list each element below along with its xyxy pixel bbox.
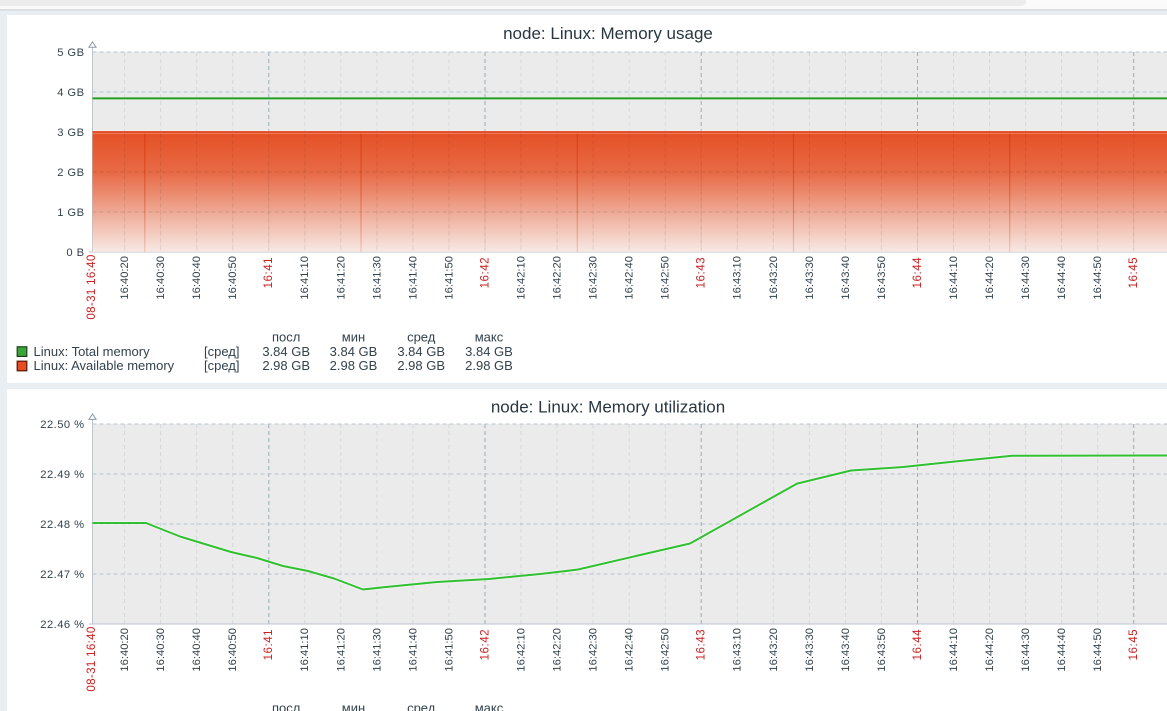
svg-text:16:41:50: 16:41:50 [443, 628, 455, 672]
svg-text:посл: посл [272, 701, 300, 711]
svg-text:16:44:40: 16:44:40 [1056, 256, 1068, 300]
svg-text:0 B: 0 B [66, 247, 84, 259]
svg-text:2.98 GB: 2.98 GB [330, 358, 378, 373]
svg-text:Linux: Total memory: Linux: Total memory [34, 344, 151, 359]
svg-text:16:43:40: 16:43:40 [840, 628, 852, 672]
svg-text:16:41:20: 16:41:20 [335, 256, 347, 300]
svg-text:16:44:50: 16:44:50 [1092, 628, 1104, 672]
svg-text:22.49 %: 22.49 % [40, 469, 84, 481]
svg-text:22.50 %: 22.50 % [40, 419, 84, 431]
svg-text:16:41:30: 16:41:30 [371, 628, 383, 672]
svg-text:16:44:30: 16:44:30 [1020, 256, 1032, 300]
svg-text:16:44:50: 16:44:50 [1092, 256, 1104, 300]
svg-text:16:44:20: 16:44:20 [984, 256, 996, 300]
svg-text:мин: мин [342, 329, 365, 344]
svg-text:22.47 %: 22.47 % [40, 569, 84, 581]
svg-text:16:41:30: 16:41:30 [371, 256, 383, 300]
svg-text:16:40:20: 16:40:20 [119, 256, 131, 300]
svg-text:2.98 GB: 2.98 GB [262, 358, 310, 373]
svg-text:16:40:30: 16:40:30 [155, 628, 167, 672]
svg-text:16:43:10: 16:43:10 [732, 628, 744, 672]
svg-text:16:43:20: 16:43:20 [768, 256, 780, 300]
svg-text:макс: макс [475, 701, 504, 711]
svg-text:3.84 GB: 3.84 GB [262, 344, 310, 359]
svg-text:16:45: 16:45 [1127, 257, 1140, 289]
svg-text:22.46 %: 22.46 % [40, 619, 84, 631]
svg-text:16:41:40: 16:41:40 [407, 628, 419, 672]
svg-text:node: Linux: Memory utilizatio: node: Linux: Memory utilization [491, 397, 725, 416]
svg-text:16:43:10: 16:43:10 [732, 256, 744, 300]
svg-text:16:42:10: 16:42:10 [516, 628, 528, 672]
svg-text:3.84 GB: 3.84 GB [397, 344, 445, 359]
svg-text:16:40:30: 16:40:30 [155, 256, 167, 300]
svg-text:макс: макс [475, 329, 504, 344]
svg-text:16:41:10: 16:41:10 [299, 256, 311, 300]
svg-text:16:41:20: 16:41:20 [335, 628, 347, 672]
svg-text:16:41:10: 16:41:10 [299, 628, 311, 672]
svg-text:16:44:10: 16:44:10 [948, 256, 960, 300]
svg-text:2.98 GB: 2.98 GB [397, 358, 445, 373]
svg-text:3 GB: 3 GB [57, 127, 84, 139]
svg-text:16:43:50: 16:43:50 [876, 628, 888, 672]
svg-text:16:42:10: 16:42:10 [516, 256, 528, 300]
svg-text:16:42:40: 16:42:40 [624, 256, 636, 300]
svg-text:16:43:30: 16:43:30 [804, 628, 816, 672]
svg-text:[сред]: [сред] [204, 344, 239, 359]
svg-text:16:41:50: 16:41:50 [443, 256, 455, 300]
svg-text:16:41: 16:41 [262, 257, 275, 289]
svg-text:16:44: 16:44 [911, 629, 924, 661]
svg-text:node: Linux: Memory usage: node: Linux: Memory usage [503, 24, 713, 43]
svg-text:16:45: 16:45 [1127, 629, 1140, 661]
svg-text:16:42:20: 16:42:20 [552, 256, 564, 300]
svg-text:мин: мин [342, 701, 365, 711]
svg-text:16:42:30: 16:42:30 [588, 256, 600, 300]
svg-text:16:41: 16:41 [262, 629, 275, 661]
svg-text:16:42: 16:42 [478, 629, 491, 661]
svg-text:16:42: 16:42 [478, 257, 491, 289]
svg-text:22.48 %: 22.48 % [40, 519, 84, 531]
svg-text:16:43: 16:43 [695, 629, 708, 661]
svg-text:16:43:30: 16:43:30 [804, 256, 816, 300]
svg-text:16:43:40: 16:43:40 [840, 256, 852, 300]
svg-text:16:42:50: 16:42:50 [660, 628, 672, 672]
svg-text:Linux: Available memory: Linux: Available memory [34, 358, 175, 373]
svg-text:16:44:40: 16:44:40 [1056, 628, 1068, 672]
svg-text:16:40:50: 16:40:50 [227, 256, 239, 300]
svg-text:сред: сред [407, 329, 436, 344]
svg-text:3.84 GB: 3.84 GB [465, 344, 513, 359]
svg-text:16:41:40: 16:41:40 [407, 256, 419, 300]
svg-text:4 GB: 4 GB [57, 87, 84, 99]
svg-text:посл: посл [272, 329, 300, 344]
svg-text:2.98 GB: 2.98 GB [465, 358, 513, 373]
svg-text:16:43:20: 16:43:20 [768, 628, 780, 672]
svg-text:16:42:50: 16:42:50 [660, 256, 672, 300]
svg-text:16:44: 16:44 [911, 257, 924, 289]
svg-text:2 GB: 2 GB [57, 167, 84, 179]
svg-text:16:43: 16:43 [695, 257, 708, 289]
svg-text:16:44:10: 16:44:10 [948, 628, 960, 672]
svg-text:3.84 GB: 3.84 GB [330, 344, 378, 359]
svg-text:16:42:40: 16:42:40 [624, 628, 636, 672]
svg-text:16:42:20: 16:42:20 [552, 628, 564, 672]
svg-text:08-31 16:40: 08-31 16:40 [85, 254, 98, 319]
svg-text:16:40:40: 16:40:40 [191, 256, 203, 300]
svg-text:1 GB: 1 GB [57, 207, 84, 219]
svg-text:08-31 16:40: 08-31 16:40 [85, 626, 98, 691]
svg-text:16:40:50: 16:40:50 [227, 628, 239, 672]
svg-text:16:43:50: 16:43:50 [876, 256, 888, 300]
svg-text:16:44:20: 16:44:20 [984, 628, 996, 672]
svg-text:16:42:30: 16:42:30 [588, 628, 600, 672]
svg-text:5 GB: 5 GB [57, 47, 84, 59]
svg-text:[сред]: [сред] [204, 358, 239, 373]
svg-text:сред: сред [407, 701, 436, 711]
svg-text:16:40:40: 16:40:40 [191, 628, 203, 672]
svg-text:16:44:30: 16:44:30 [1020, 628, 1032, 672]
svg-text:16:40:20: 16:40:20 [119, 628, 131, 672]
